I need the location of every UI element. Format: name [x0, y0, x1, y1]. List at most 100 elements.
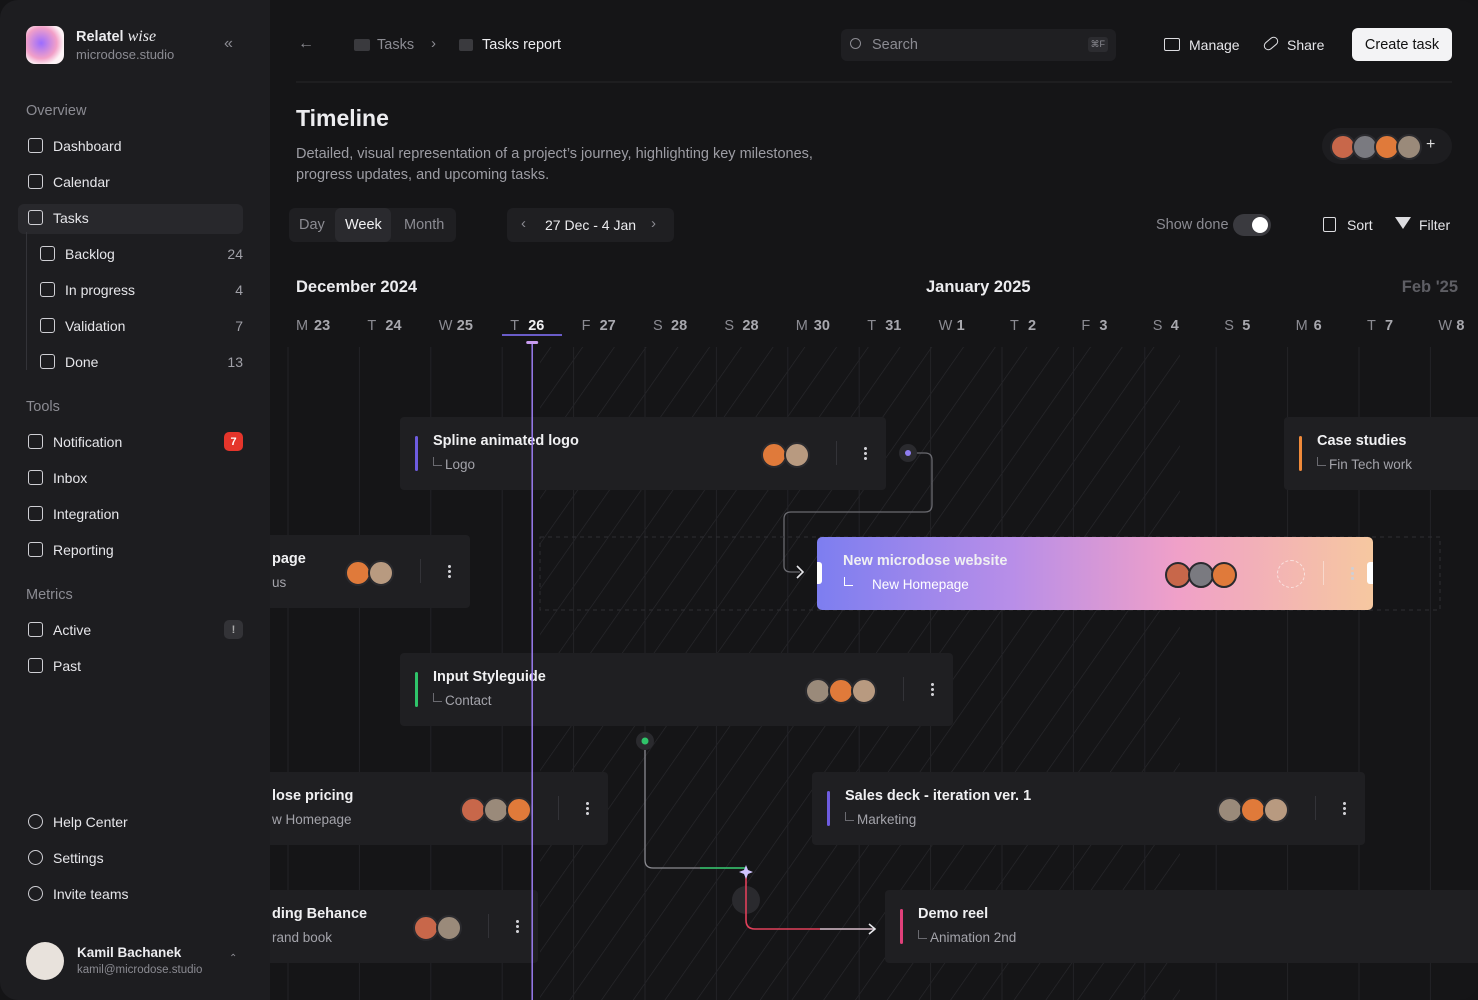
nav-icon	[28, 658, 43, 673]
next-range[interactable]: ›	[651, 215, 656, 232]
view-tab[interactable]: Week	[345, 217, 382, 233]
avatar	[1396, 134, 1422, 160]
workspace: microdose.studio	[76, 47, 175, 62]
nav-group-title[interactable]: Metrics	[26, 587, 73, 603]
resize-handle[interactable]	[1367, 562, 1373, 584]
add-member[interactable]: +	[1426, 136, 1436, 153]
back-button[interactable]: ←	[298, 35, 314, 52]
nav-item[interactable]: Past	[53, 658, 82, 674]
nav-item[interactable]: Tasks	[53, 210, 89, 226]
task-card[interactable]: Input Styleguide Contact	[400, 653, 953, 726]
day-number: 25	[456, 318, 473, 334]
nav-subitem[interactable]: Done	[65, 354, 99, 370]
day-number: 24	[385, 318, 402, 334]
date-range-picker: ‹ 27 Dec - 4 Jan ›	[507, 208, 674, 242]
resize-handle[interactable]	[817, 562, 822, 584]
view-switch: Day Week Month	[289, 208, 456, 242]
task-card[interactable]: Spline animated logo Logo	[400, 417, 886, 490]
task-color-bar	[415, 672, 418, 707]
task-color-bar	[1299, 436, 1302, 471]
separator	[558, 796, 559, 820]
share-button[interactable]: Share	[1287, 37, 1325, 53]
avatar	[828, 678, 854, 704]
nav-icon	[28, 886, 43, 901]
app-name: Relatel wise	[76, 28, 156, 46]
filter-button[interactable]: Filter	[1419, 217, 1451, 233]
nav-subitem[interactable]: Backlog	[65, 246, 115, 262]
nav-item[interactable]: Inbox	[53, 470, 88, 486]
connector	[644, 750, 745, 869]
task-title: Case studies	[1317, 433, 1407, 449]
show-done-toggle[interactable]	[1233, 214, 1271, 236]
nav-badge: !	[224, 620, 243, 639]
task-card[interactable]: page us	[230, 535, 470, 608]
task-menu[interactable]	[931, 682, 934, 697]
user-avatar	[26, 942, 64, 980]
collapse-sidebar[interactable]: «	[224, 35, 233, 52]
task-menu[interactable]	[864, 446, 867, 461]
nav-item[interactable]: Settings	[53, 850, 104, 866]
sort-button[interactable]: Sort	[1347, 217, 1373, 233]
team-avatars[interactable]: +	[1322, 128, 1452, 164]
subtask-hook	[918, 930, 927, 939]
task-color-bar	[827, 791, 830, 826]
day-of-week: S	[653, 318, 663, 334]
connector	[783, 452, 933, 573]
nav-subitem[interactable]: Validation	[65, 318, 126, 334]
view-tab[interactable]: Month	[404, 217, 445, 233]
nav-item[interactable]: Calendar	[53, 174, 110, 190]
create-task-button[interactable]: Create task	[1352, 28, 1452, 61]
view-tab[interactable]: Day	[299, 217, 325, 233]
sparkle	[739, 865, 753, 879]
task-subtitle: rand book	[272, 930, 333, 945]
breadcrumb-link[interactable]: Tasks	[377, 37, 415, 53]
nav-item[interactable]: Help Center	[53, 814, 128, 830]
month-label: December 2024	[296, 278, 418, 296]
avatar	[436, 915, 462, 941]
day-of-week: F	[581, 318, 591, 334]
nav-count: 7	[235, 318, 243, 334]
task-card[interactable]: Case studies Fin Tech work	[1284, 417, 1478, 490]
task-menu[interactable]	[586, 801, 589, 816]
nav-group-title[interactable]: Tools	[26, 399, 60, 415]
task-title: page	[272, 551, 306, 567]
user-menu[interactable]: ⌃	[229, 953, 238, 964]
task-menu[interactable]	[1343, 801, 1346, 816]
task-card[interactable]: Sales deck - iteration ver. 1 Marketing	[812, 772, 1365, 845]
task-menu[interactable]	[448, 564, 451, 579]
day-of-week: M	[296, 318, 309, 334]
task-menu[interactable]	[516, 919, 519, 934]
nav-group-title[interactable]: Overview	[26, 103, 87, 119]
separator	[420, 559, 421, 583]
day-number: 6	[1313, 318, 1322, 334]
subtask-hook	[1317, 457, 1326, 466]
nav-item[interactable]: Notification	[53, 434, 123, 450]
nav-item[interactable]: Dashboard	[53, 138, 122, 154]
connector-node	[641, 737, 649, 745]
nav-subitem[interactable]: In progress	[65, 282, 136, 298]
day-number: 30	[813, 318, 830, 334]
day-number: 5	[1242, 318, 1251, 334]
nav-item[interactable]: Invite teams	[53, 886, 129, 902]
day-of-week: T	[1010, 318, 1019, 334]
nav-item[interactable]: Reporting	[53, 542, 114, 558]
nav-item[interactable]: Integration	[53, 506, 120, 522]
nav-icon	[28, 210, 43, 225]
add-assignee[interactable]	[1277, 560, 1305, 588]
task-subtitle: Fin Tech work	[1329, 457, 1413, 472]
prev-range[interactable]: ‹	[521, 215, 526, 232]
app-name-main: Relatel	[76, 29, 124, 45]
nav-icon	[28, 434, 43, 449]
task-menu[interactable]	[1351, 566, 1354, 581]
manage-button[interactable]: Manage	[1189, 37, 1240, 53]
task-card[interactable]: Demo reel Animation 2nd	[885, 890, 1478, 963]
day-of-week: W	[938, 318, 953, 334]
task-card-selected[interactable]: New microdose website New Homepage	[817, 537, 1373, 610]
task-title: Input Styleguide	[433, 669, 546, 685]
arrow	[796, 565, 805, 579]
nav-icon	[28, 138, 43, 153]
search-box[interactable]: Search ⌘F	[841, 29, 1116, 61]
nav-item[interactable]: Active	[53, 622, 92, 638]
show-done-label: Show done	[1156, 217, 1229, 233]
